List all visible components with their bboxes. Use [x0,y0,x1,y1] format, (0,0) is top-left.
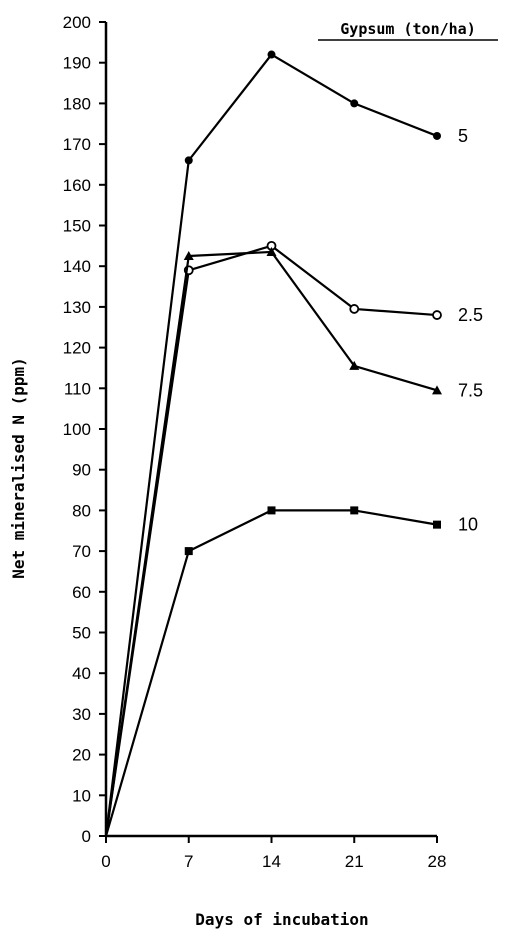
y-tick-label: 80 [72,501,91,520]
series-labels: 5 2.5 7.5 10 [458,126,483,535]
legend-title: Gypsum (ton/ha) [340,20,475,38]
y-tick-label: 0 [82,827,91,846]
data-point [350,99,359,108]
data-point [433,520,441,529]
y-tick-label: 160 [63,176,91,195]
data-point [267,506,276,515]
data-point [183,251,194,261]
x-axis-ticks: 0 7 14 21 28 [101,836,446,871]
series-label: 5 [458,126,468,146]
data-point [349,360,360,370]
series-line [104,250,438,837]
series-10 [104,506,441,837]
y-tick-label: 150 [63,217,91,236]
data-point [266,246,277,256]
data-point [433,131,441,140]
series-label: 10 [458,515,478,535]
series-line [104,244,438,837]
series-label: 2.5 [458,305,483,325]
series-5 [104,50,441,837]
y-tick-label: 120 [63,339,91,358]
data-point [350,506,359,515]
y-tick-label: 20 [72,746,91,765]
y-tick-label: 50 [72,624,91,643]
x-tick-label: 7 [184,852,193,871]
series-layer [104,50,442,837]
x-tick-label: 28 [428,852,447,871]
series-2.5 [104,240,442,837]
data-point [432,310,442,320]
y-tick-label: 190 [63,54,91,73]
data-point [267,50,276,59]
y-tick-label: 200 [63,13,91,32]
y-tick-label: 100 [63,420,91,439]
data-point [184,156,193,165]
y-tick-label: 180 [63,94,91,113]
y-tick-label: 90 [72,461,91,480]
y-tick-label: 40 [72,664,91,683]
data-point [349,304,360,314]
y-tick-label: 110 [64,379,91,398]
data-point [184,547,193,556]
series-line [104,509,438,837]
series-label: 7.5 [458,380,483,400]
y-axis-title: Net mineralised N (ppm) [9,357,28,579]
y-tick-label: 60 [72,583,91,602]
y-tick-label: 140 [63,257,91,276]
x-axis-title: Days of incubation [195,910,368,929]
x-tick-label: 21 [345,852,364,871]
y-axis-ticks: 0 10 20 30 40 50 60 70 80 90 100 110 120 130 140 150 160… [63,13,106,846]
x-tick-label: 0 [101,852,110,871]
y-tick-label: 170 [63,135,91,154]
y-tick-label: 10 [72,786,91,805]
series-line [104,53,438,837]
data-point [432,385,442,395]
series-7.5 [104,246,442,837]
y-tick-label: 130 [63,298,91,317]
y-tick-label: 30 [72,705,91,724]
x-tick-label: 14 [262,852,281,871]
y-tick-label: 70 [72,542,91,561]
